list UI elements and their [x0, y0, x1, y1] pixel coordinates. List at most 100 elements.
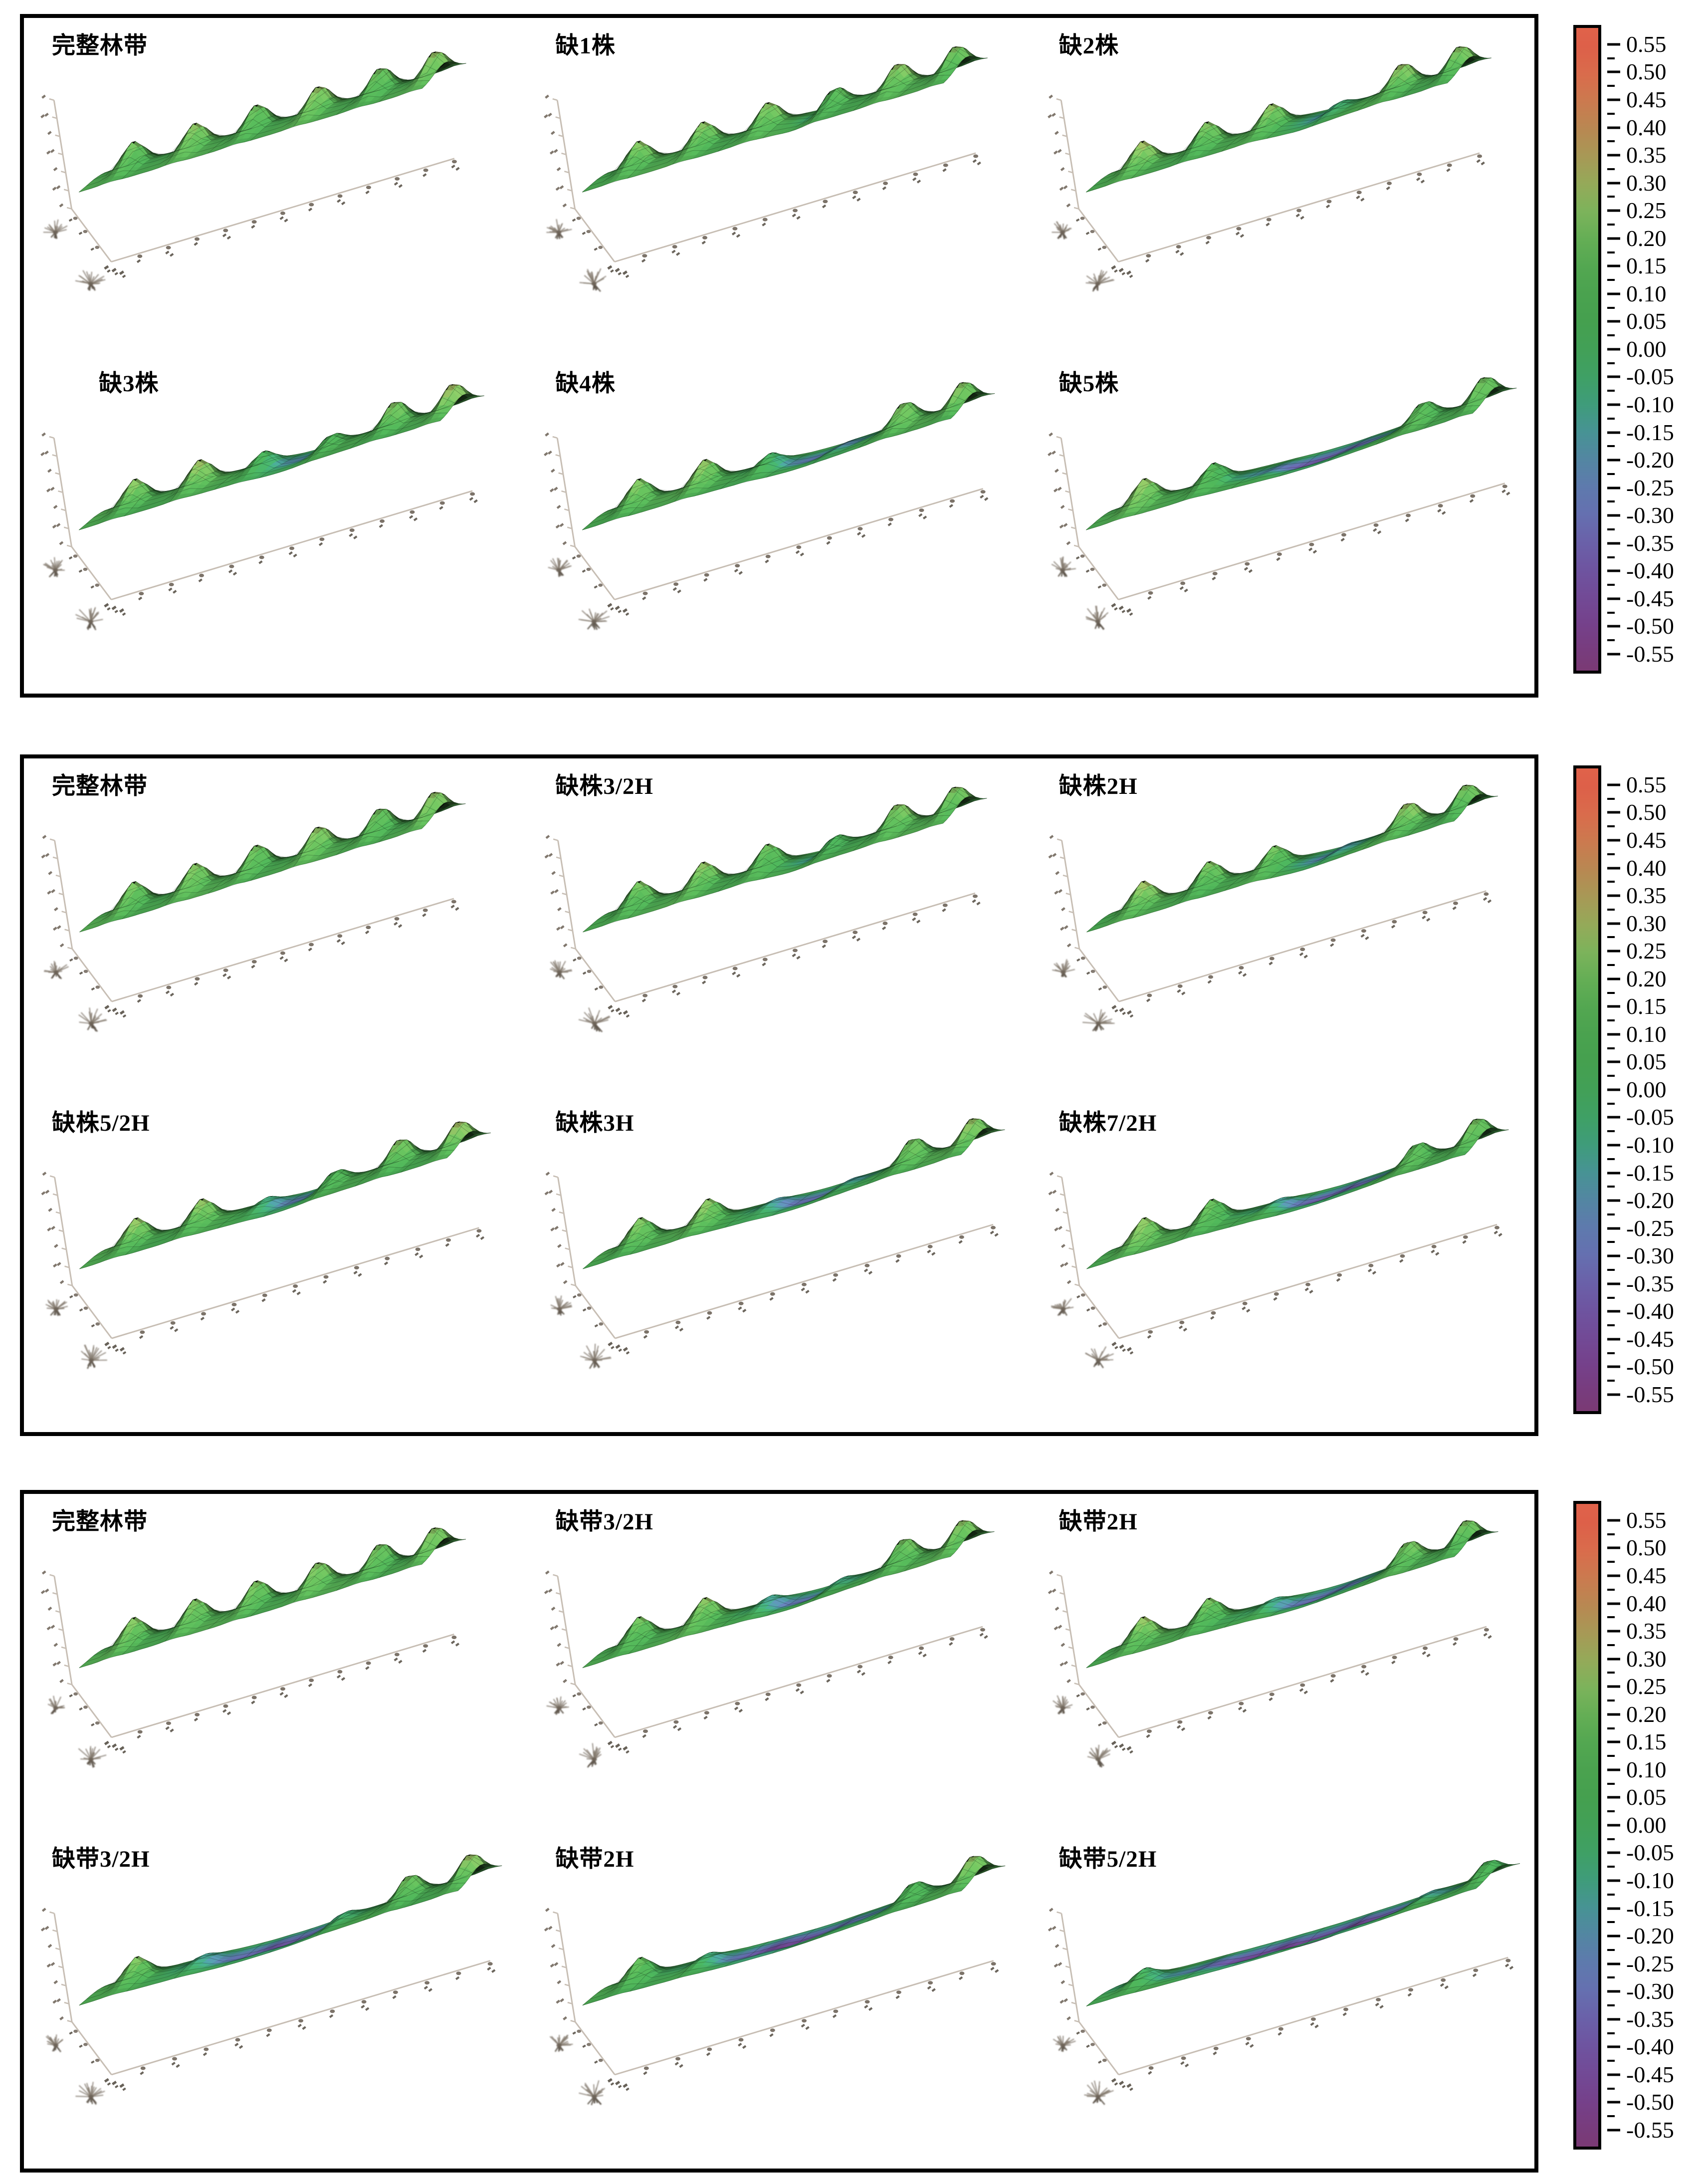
- colorbar-minor-tick: [1607, 556, 1615, 558]
- colorbar-tick: [1607, 1630, 1620, 1633]
- subplot-label: 完整林带: [52, 33, 148, 59]
- colorbar-ticks: 0.55 0.50 0.45 0.40 0.35 0.30 0.25 0.20 0.15 0.10…: [1607, 25, 1706, 674]
- colorbar-minor-tick: [1607, 1561, 1615, 1563]
- axes: [40, 1908, 496, 2105]
- surface-mesh: [582, 1856, 1006, 2006]
- surface-mesh: [79, 791, 466, 933]
- subplot-label: 缺株2H: [1059, 773, 1138, 799]
- colorbar-minor-tick: [1607, 639, 1615, 642]
- colorbar-minor-tick: [1607, 196, 1615, 198]
- surface-mesh: [79, 1121, 491, 1269]
- colorbar-tick: [1607, 1768, 1620, 1771]
- subplot-label: 缺株3/2H: [555, 773, 653, 799]
- subplot-p1-miss5: 缺5株: [1031, 356, 1534, 694]
- colorbar-tick-label: 0.10: [1626, 1756, 1667, 1782]
- starburst-mark: [1052, 221, 1072, 240]
- colorbar-minor-tick: [1607, 85, 1615, 87]
- starburst-mark: [1083, 2080, 1114, 2105]
- surface-gridlines: [1086, 1119, 1509, 1269]
- colorbar-tick-label: -0.05: [1626, 364, 1674, 390]
- surface-gridlines: [1086, 1862, 1520, 2007]
- colorbar-tick-label: 0.15: [1626, 1729, 1667, 1755]
- colorbar-tick-label: -0.15: [1626, 1895, 1674, 1921]
- surface-plot: [40, 1854, 502, 2105]
- colorbar-tick-label: 0.20: [1626, 225, 1667, 251]
- colorbar-tick: [1607, 1879, 1620, 1882]
- colorbar-tick-label: -0.40: [1626, 558, 1674, 584]
- colorbar-minor-tick: [1607, 1130, 1615, 1133]
- colorbar-tick-label: 0.45: [1626, 827, 1667, 853]
- starburst-mark: [1082, 1009, 1115, 1032]
- surface-gridlines: [582, 383, 995, 530]
- colorbar-tick-label: 0.00: [1626, 1076, 1667, 1102]
- colorbar-tick-label: -0.15: [1626, 419, 1674, 445]
- colorbar-minor-tick: [1607, 611, 1615, 614]
- axes: [1048, 1908, 1513, 2105]
- surface-mesh: [583, 786, 987, 933]
- colorbar-gradient: [1573, 1501, 1601, 2150]
- colorbar-tick-label: -0.25: [1626, 1215, 1674, 1241]
- colorbar-minor-tick: [1607, 1213, 1615, 1215]
- starburst-mark: [1085, 605, 1108, 630]
- colorbar-tick: [1607, 542, 1620, 545]
- subplot-label: 缺株5/2H: [52, 1110, 150, 1136]
- starburst-mark: [580, 1343, 612, 1369]
- colorbar-tick-label: -0.50: [1626, 1354, 1674, 1380]
- colorbar-tick-label: -0.30: [1626, 1243, 1674, 1269]
- starburst-mark: [47, 1696, 65, 1714]
- colorbar-tick-label: -0.10: [1626, 392, 1674, 418]
- surface-mesh: [1086, 1860, 1520, 2006]
- starburst-mark: [1052, 1695, 1073, 1715]
- subplot-label: 缺带2H: [555, 1846, 635, 1872]
- colorbar-minor-tick: [1607, 1324, 1615, 1327]
- surface-plot: [544, 1856, 1006, 2106]
- surface-plot: [40, 51, 466, 291]
- colorbar-tick: [1607, 1005, 1620, 1008]
- colorbar-tick: [1607, 2073, 1620, 2076]
- colorbar-tick-label: 0.20: [1626, 966, 1667, 991]
- colorbar-minor-tick: [1607, 112, 1615, 115]
- colorbar-tick: [1607, 1851, 1620, 1854]
- starburst-mark: [546, 219, 572, 240]
- colorbar-tick-label: -0.35: [1626, 1270, 1674, 1296]
- colorbar-tick-label: 0.50: [1626, 59, 1667, 85]
- colorbar-minor-tick: [1607, 362, 1615, 364]
- colorbar-tick-label: 0.10: [1626, 1021, 1667, 1047]
- colorbar-minor-tick: [1607, 1644, 1615, 1646]
- colorbar-tick: [1607, 486, 1620, 489]
- colorbar-minor-tick: [1607, 445, 1615, 448]
- colorbar-tick-label: -0.30: [1626, 1978, 1674, 2004]
- starburst-mark: [45, 1299, 68, 1316]
- subplot-label: 缺带3/2H: [555, 1509, 653, 1535]
- colorbar-tick-label: 0.40: [1626, 114, 1667, 140]
- surface-plot: [544, 382, 995, 630]
- subplot-p2-gap52H: 缺株5/2H: [24, 1095, 527, 1432]
- starburst-mark: [43, 557, 65, 578]
- colorbar-tick: [1607, 1824, 1620, 1827]
- colorbar-tick: [1607, 811, 1620, 814]
- colorbar-minor-tick: [1607, 223, 1615, 226]
- colorbar-tick-label: -0.10: [1626, 1868, 1674, 1894]
- colorbar-minor-tick: [1607, 853, 1615, 855]
- surface-mesh: [79, 1854, 502, 2006]
- colorbar-minor-tick: [1607, 1075, 1615, 1077]
- starburst-mark: [549, 2034, 573, 2052]
- colorbar-panel1: 0.55 0.50 0.45 0.40 0.35 0.30 0.25 0.20 0.15 0.10…: [1573, 25, 1674, 674]
- starburst-mark: [75, 2082, 105, 2105]
- surface-mesh: [582, 1520, 995, 1668]
- surface-plot: [1048, 784, 1498, 1032]
- subplot-p3-complete: 完整林带: [24, 1494, 527, 1831]
- colorbar-tick: [1607, 2018, 1620, 2021]
- surface-gridlines: [582, 1857, 1006, 2006]
- colorbar-tick-label: 0.35: [1626, 883, 1667, 909]
- starburst-mark: [550, 1295, 573, 1316]
- colorbar-tick: [1607, 2101, 1620, 2104]
- colorbar-tick-label: -0.40: [1626, 2034, 1674, 2060]
- colorbar-tick-label: 0.25: [1626, 1674, 1667, 1699]
- axes: [41, 1172, 485, 1369]
- subplot-label: 缺5株: [1059, 371, 1119, 397]
- subplot-p2-gap72H: 缺株7/2H: [1031, 1095, 1534, 1432]
- colorbar-minor-tick: [1607, 140, 1615, 143]
- colorbar-minor-tick: [1607, 2115, 1615, 2118]
- colorbar-tick-label: 0.45: [1626, 1562, 1667, 1588]
